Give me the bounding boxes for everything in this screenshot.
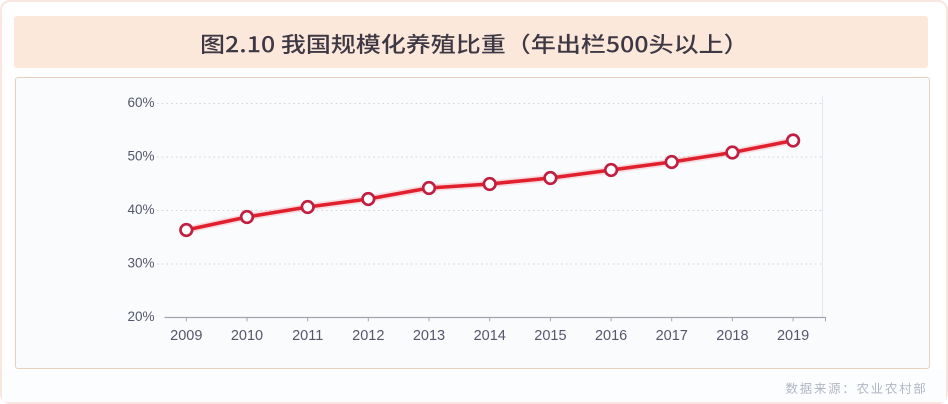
svg-text:2017: 2017: [656, 328, 688, 344]
svg-text:2012: 2012: [352, 328, 384, 344]
svg-text:2010: 2010: [231, 328, 263, 344]
svg-text:2015: 2015: [534, 328, 566, 344]
svg-text:2013: 2013: [413, 328, 445, 344]
svg-text:40%: 40%: [127, 202, 154, 217]
svg-text:2016: 2016: [595, 328, 627, 344]
svg-text:2018: 2018: [716, 328, 748, 344]
svg-text:2009: 2009: [170, 328, 202, 344]
svg-text:2011: 2011: [292, 328, 323, 344]
svg-text:2019: 2019: [777, 328, 809, 344]
svg-text:2014: 2014: [474, 328, 506, 344]
svg-text:30%: 30%: [127, 256, 154, 271]
svg-text:20%: 20%: [127, 309, 154, 324]
svg-text:50%: 50%: [127, 149, 154, 164]
svg-text:60%: 60%: [127, 95, 154, 110]
